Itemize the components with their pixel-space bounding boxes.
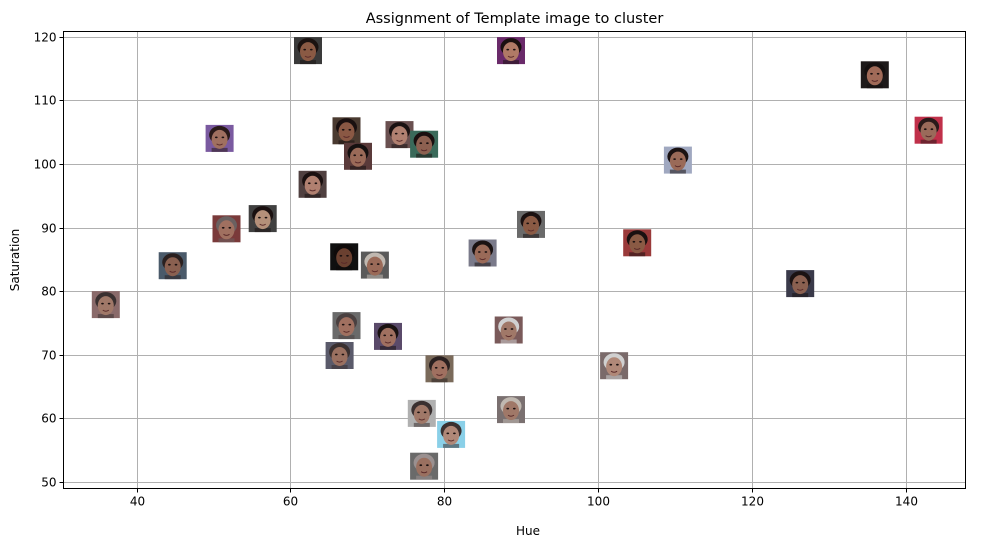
face-thumbnail-point bbox=[437, 420, 466, 448]
data-points bbox=[91, 37, 943, 480]
x-tick-label: 140 bbox=[895, 495, 918, 509]
chart-title: Assignment of Template image to cluster bbox=[366, 11, 664, 27]
face-thumbnail-point bbox=[332, 117, 361, 145]
face-thumbnail-point bbox=[407, 399, 436, 427]
y-tick-label: 60 bbox=[41, 412, 56, 426]
y-tick-label: 70 bbox=[41, 349, 56, 363]
axis-ticks: 40 60 80 100 120 140 50 60 70 80 90 100 110 120 bbox=[34, 31, 918, 509]
face-thumbnail-point bbox=[497, 37, 525, 65]
x-axis-label: Hue bbox=[516, 524, 540, 538]
face-thumbnail-point bbox=[385, 121, 414, 149]
face-thumbnail-point bbox=[248, 205, 277, 233]
face-thumbnail-point bbox=[294, 37, 322, 65]
face-thumbnail-point bbox=[332, 312, 361, 340]
y-axis-label: Saturation bbox=[8, 229, 22, 292]
x-tick-label: 40 bbox=[130, 495, 145, 509]
x-tick-label: 100 bbox=[587, 495, 610, 509]
face-thumbnail-point bbox=[425, 355, 454, 383]
face-thumbnail-point bbox=[494, 316, 523, 344]
face-thumbnail-point bbox=[344, 142, 372, 170]
y-tick-label: 80 bbox=[41, 285, 56, 299]
face-thumbnail-point bbox=[360, 251, 389, 279]
face-thumbnail-point bbox=[517, 210, 545, 238]
plot-frame bbox=[63, 31, 966, 489]
face-thumbnail-point bbox=[914, 116, 943, 144]
face-thumbnail-point bbox=[497, 396, 525, 424]
face-thumbnail-point bbox=[860, 61, 889, 89]
face-thumbnail-point bbox=[468, 239, 497, 267]
x-tick-label: 80 bbox=[437, 495, 452, 509]
face-thumbnail-point bbox=[663, 146, 692, 174]
face-thumbnail-point bbox=[205, 124, 234, 152]
face-thumbnail-point bbox=[298, 170, 327, 198]
y-tick-label: 120 bbox=[34, 31, 57, 45]
face-thumbnail-point bbox=[374, 322, 402, 350]
face-thumbnail-point bbox=[158, 252, 187, 280]
face-thumbnail-point bbox=[410, 452, 439, 480]
y-tick-label: 100 bbox=[34, 158, 57, 172]
face-thumbnail-point bbox=[786, 270, 815, 298]
y-tick-label: 90 bbox=[41, 222, 56, 236]
face-thumbnail-point bbox=[330, 243, 359, 271]
x-tick-label: 60 bbox=[283, 495, 298, 509]
y-tick-label: 110 bbox=[34, 94, 57, 108]
face-thumbnail-point bbox=[325, 342, 354, 369]
face-thumbnail-point bbox=[600, 352, 629, 380]
face-thumbnail-point bbox=[410, 130, 439, 158]
x-tick-label: 120 bbox=[741, 495, 764, 509]
face-thumbnail-point bbox=[212, 215, 241, 243]
face-thumbnail-point bbox=[91, 291, 120, 319]
face-thumbnail-point bbox=[623, 229, 652, 257]
y-tick-label: 50 bbox=[41, 476, 56, 490]
